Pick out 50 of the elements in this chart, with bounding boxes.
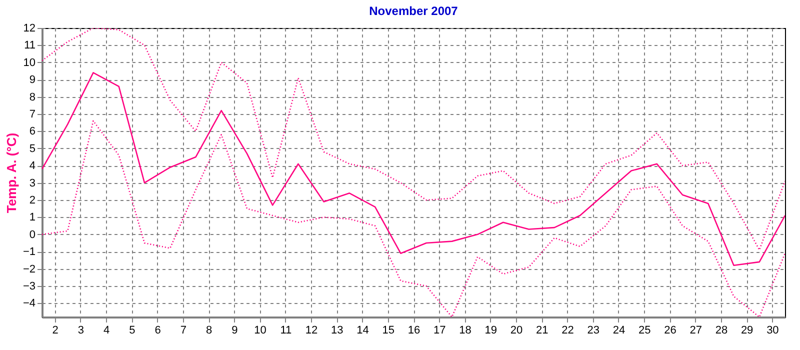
line-series <box>42 28 785 251</box>
y-tick-label: 10 <box>23 56 36 69</box>
x-tick-label: 24 <box>612 324 626 336</box>
y-tick-label: 8 <box>29 91 36 104</box>
y-tick-label: 3 <box>29 177 36 190</box>
y-tick-label: 12 <box>23 22 36 34</box>
x-tick-label: 4 <box>103 324 110 336</box>
x-tick-label: 2 <box>52 324 58 336</box>
y-tick-label: −2 <box>22 263 36 276</box>
y-tick-label: 9 <box>29 74 36 86</box>
x-tick-label: 17 <box>433 324 446 336</box>
x-tick-label: 12 <box>305 324 318 336</box>
x-tick-label: 13 <box>331 324 344 336</box>
x-tick-label: 3 <box>78 324 84 336</box>
y-tick-label: −4 <box>22 298 36 310</box>
x-tick-label: 15 <box>382 324 395 336</box>
x-tick-label: 11 <box>280 324 292 336</box>
y-tick-label: 11 <box>24 40 36 52</box>
x-tick-label: 30 <box>766 324 779 336</box>
y-tick-label: 1 <box>29 212 36 224</box>
x-tick-label: 25 <box>638 324 651 336</box>
y-tick-label: 5 <box>29 142 36 155</box>
x-tick-label: 22 <box>562 324 574 336</box>
x-tick-label: 9 <box>232 324 238 336</box>
y-tick-label: 2 <box>29 194 36 207</box>
chart-title: November 2007 <box>369 4 458 18</box>
x-tick-label: 10 <box>254 324 266 336</box>
x-tick-label: 5 <box>129 324 136 336</box>
x-tick-label: 20 <box>510 324 523 336</box>
y-tick-label: −3 <box>22 280 36 293</box>
x-tick-label: 14 <box>356 324 369 336</box>
x-tick-label: 8 <box>206 324 212 336</box>
x-tick-label: 16 <box>408 324 420 336</box>
y-tick-label: 6 <box>29 126 36 138</box>
x-tick-label: 29 <box>740 324 754 336</box>
x-tick-label: 6 <box>154 324 161 336</box>
x-tick-label: 19 <box>484 324 497 336</box>
x-tick-label: 26 <box>664 324 676 336</box>
line-series <box>42 72 785 266</box>
y-tick-label: −1 <box>22 246 36 258</box>
y-tick-label: 4 <box>29 160 36 172</box>
x-tick-label: 7 <box>180 324 186 336</box>
x-tick-label: 21 <box>536 324 548 336</box>
x-tick-label: 23 <box>587 324 600 336</box>
y-tick-label: 0 <box>29 228 36 241</box>
y-axis-title: Temp. A. (°C) <box>4 132 19 214</box>
y-tick-label: 7 <box>29 108 36 121</box>
x-tick-label: 28 <box>715 324 728 336</box>
x-tick-label: 18 <box>459 324 472 336</box>
x-tick-label: 27 <box>690 324 702 336</box>
